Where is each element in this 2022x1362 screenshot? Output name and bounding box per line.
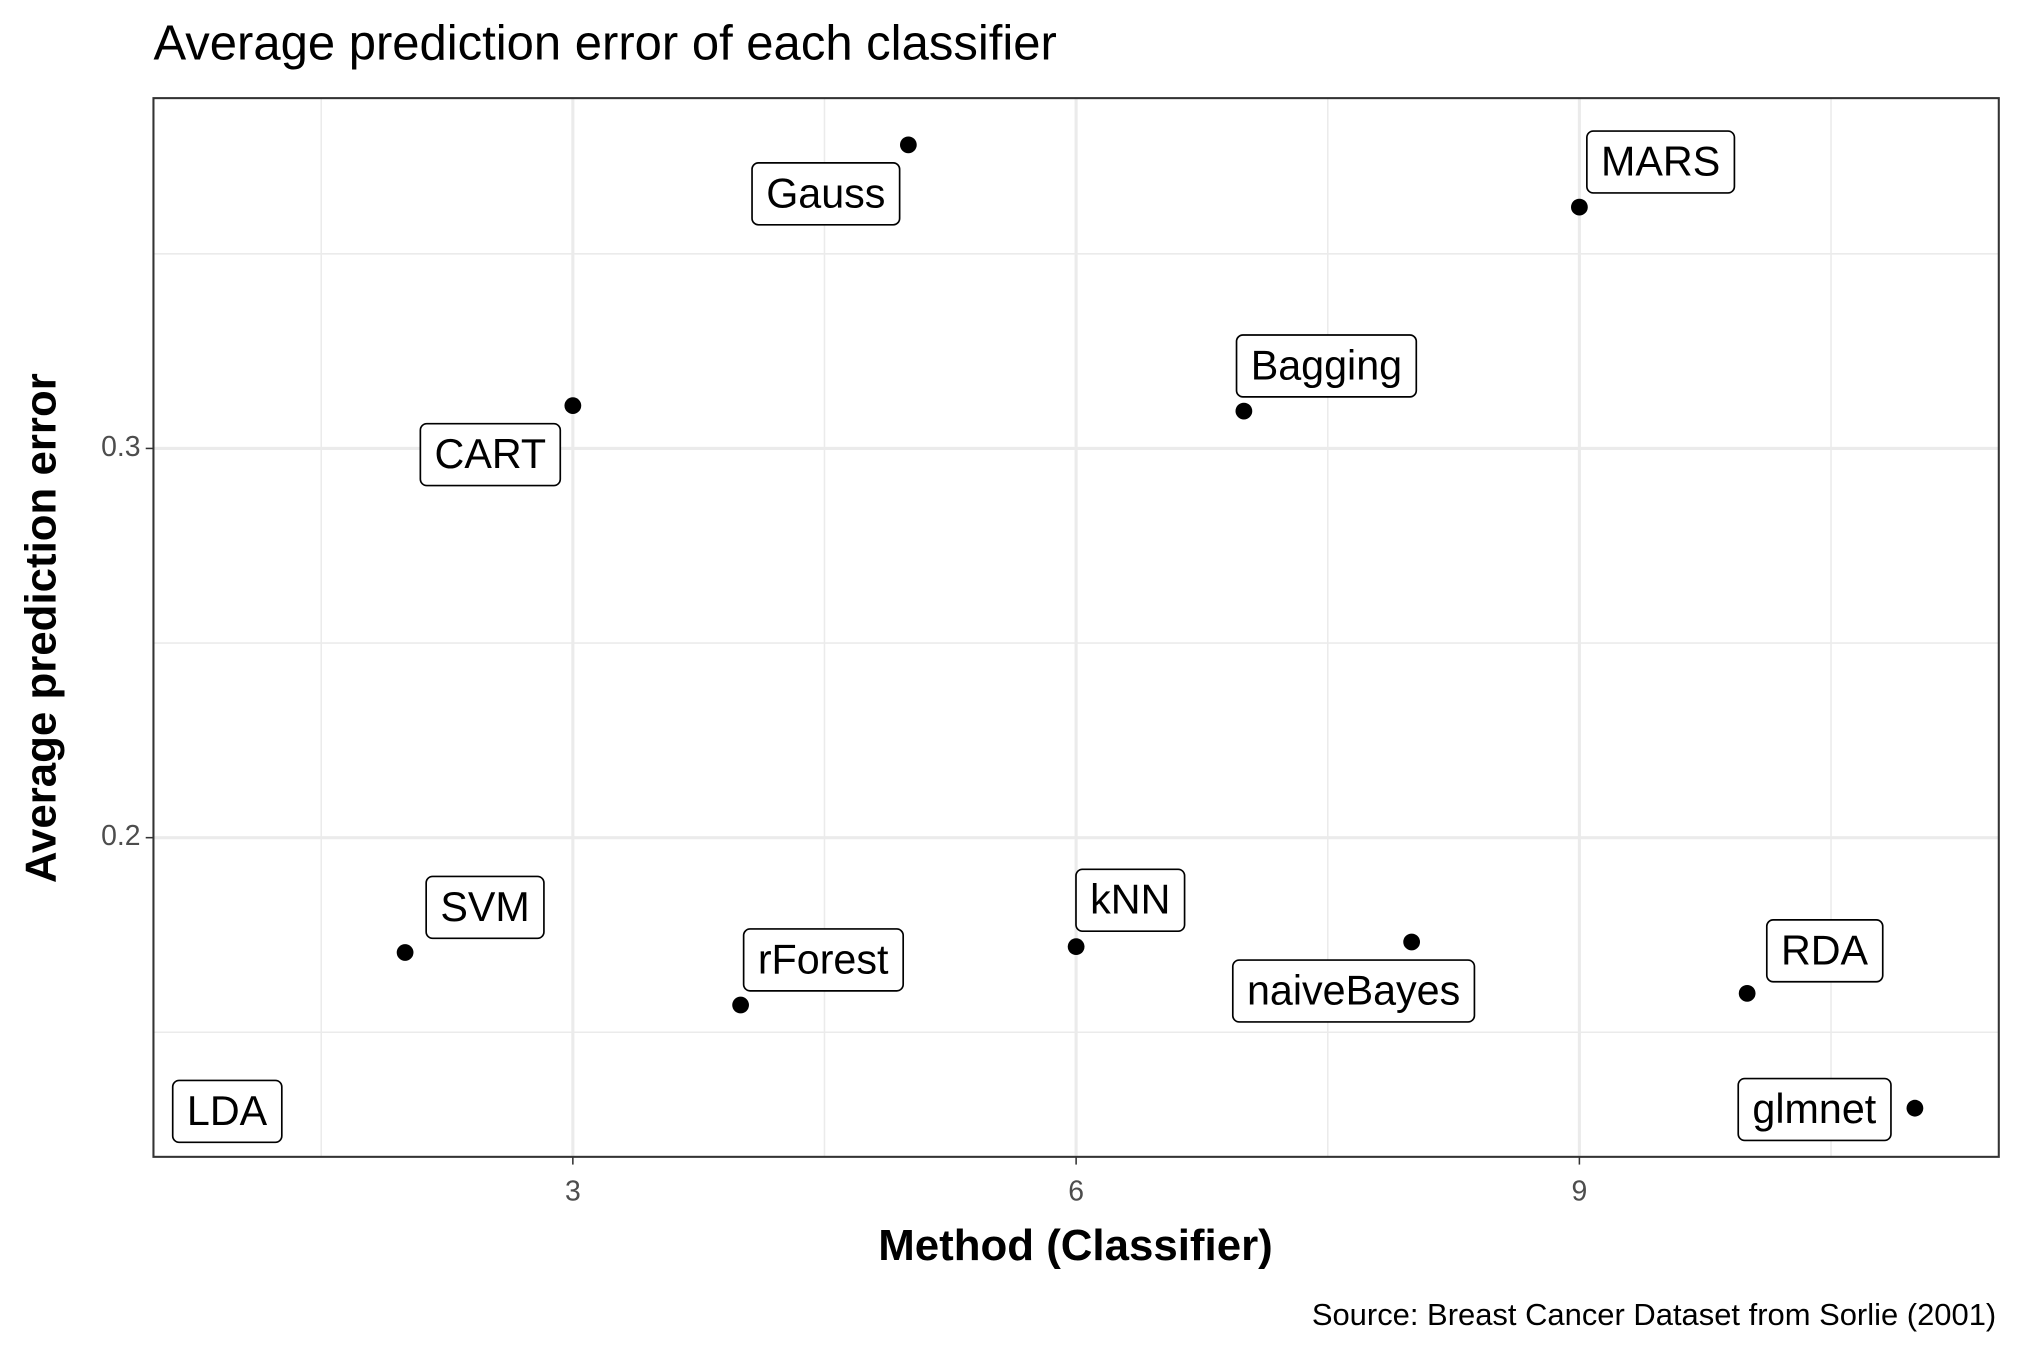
x-tick-label: 3 xyxy=(565,1175,581,1207)
y-tick-label: 0.2 xyxy=(101,820,140,852)
label-box xyxy=(1765,919,1884,983)
label-text: MARS xyxy=(1601,138,1720,184)
label-box xyxy=(1231,959,1476,1023)
label-text: SVM xyxy=(440,884,529,930)
chart-title: Average prediction error of each classif… xyxy=(153,16,1056,70)
point xyxy=(396,944,414,961)
y-tick-label: 0.3 xyxy=(101,431,140,463)
x-tick-label: 6 xyxy=(1068,1175,1084,1207)
point-label: kNN xyxy=(1075,868,1186,933)
point xyxy=(732,996,749,1014)
point xyxy=(1571,198,1588,216)
label-text: naiveBayes xyxy=(1247,967,1460,1013)
y-axis-title: Average prediction error xyxy=(16,373,65,883)
label-box xyxy=(1586,130,1736,194)
label-text: rForest xyxy=(758,936,889,982)
label-box xyxy=(425,875,545,940)
point xyxy=(899,136,917,154)
label-box xyxy=(1235,334,1418,398)
point-label: Gauss xyxy=(751,162,901,226)
label-text: Bagging xyxy=(1251,342,1402,388)
point xyxy=(1235,402,1253,420)
point-label: glmnet xyxy=(1737,1077,1892,1142)
point-label: MARS xyxy=(1586,130,1736,194)
point xyxy=(1738,984,1756,1002)
label-text: LDA xyxy=(187,1088,268,1134)
panel-border xyxy=(152,97,2000,1158)
label-text: kNN xyxy=(1090,877,1170,923)
label-box xyxy=(171,1079,283,1144)
label-box xyxy=(1737,1077,1892,1142)
label-box xyxy=(419,422,562,487)
point xyxy=(1067,938,1085,956)
point-label: SVM xyxy=(425,875,545,940)
label-box xyxy=(742,928,905,992)
label-box xyxy=(751,162,901,226)
point xyxy=(1906,1099,1924,1117)
label-box xyxy=(1075,868,1186,933)
point xyxy=(1403,933,1421,951)
x-axis-title: Method (Classifier) xyxy=(878,1221,1273,1270)
point-label: rForest xyxy=(742,928,905,992)
label-text: Gauss xyxy=(766,170,885,216)
point-label: RDA xyxy=(1765,919,1884,983)
label-text: CART xyxy=(435,431,547,477)
point-label: Bagging xyxy=(1235,334,1418,398)
label-text: glmnet xyxy=(1752,1086,1876,1132)
x-tick-label: 9 xyxy=(1572,1175,1588,1207)
point xyxy=(564,397,582,415)
point-label: LDA xyxy=(171,1079,283,1144)
label-text: RDA xyxy=(1781,927,1869,973)
point-label: CART xyxy=(419,422,562,487)
point-label: naiveBayes xyxy=(1231,959,1476,1023)
caption: Source: Breast Cancer Dataset from Sorli… xyxy=(1312,1297,1996,1332)
